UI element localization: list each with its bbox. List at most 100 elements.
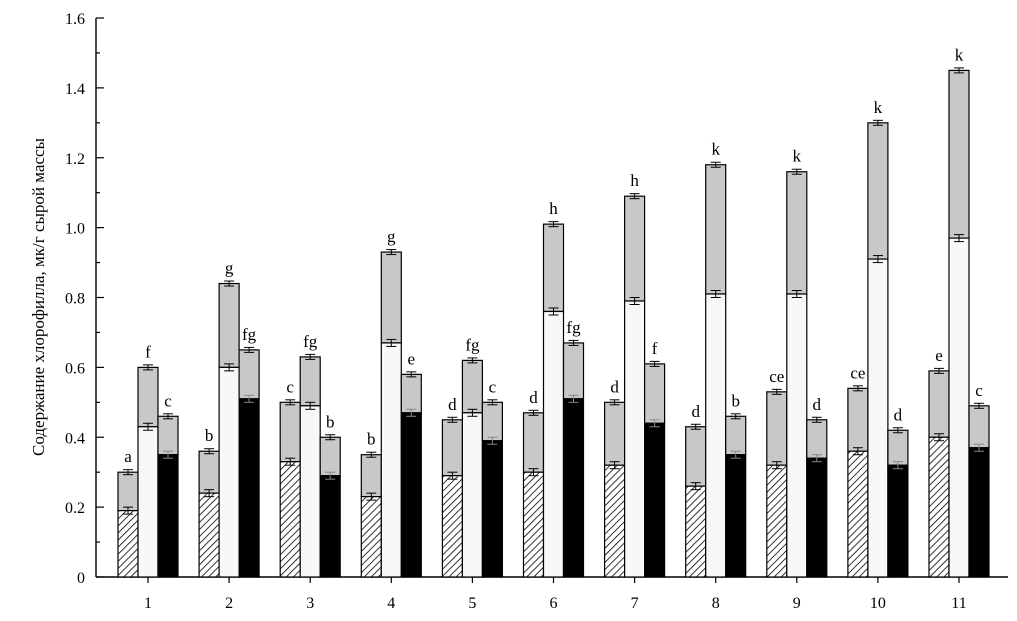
x-tick-label: 11 <box>951 595 966 612</box>
significance-label: d <box>529 388 538 407</box>
bar-lower-segment <box>441 475 463 578</box>
bar-upper-segment <box>786 171 808 295</box>
y-tick-label: 1.6 <box>65 11 85 28</box>
significance-label: c <box>164 391 172 410</box>
significance-label: d <box>813 395 822 414</box>
bar-upper-segment <box>279 401 301 463</box>
bar-upper-segment <box>360 454 382 498</box>
bar-lower-segment <box>299 405 321 578</box>
significance-label: c <box>286 377 294 396</box>
bar-group <box>928 67 990 578</box>
bar-group <box>117 364 179 578</box>
bar-group <box>685 161 747 578</box>
bar-lower-segment <box>968 447 990 578</box>
bar-upper-segment <box>441 419 463 477</box>
bar-upper-segment <box>643 363 666 424</box>
significance-label: d <box>894 405 903 424</box>
bar-group <box>360 249 422 578</box>
bar-lower-segment <box>806 457 828 578</box>
significance-label: e <box>935 346 943 365</box>
significance-label: k <box>711 140 720 159</box>
y-tick-label: 0.8 <box>65 291 85 308</box>
significance-label: f <box>652 339 658 358</box>
x-tick-label: 3 <box>306 595 314 612</box>
bar-lower-segment <box>137 426 159 578</box>
bar-lower-segment <box>562 398 585 578</box>
x-tick-label: 5 <box>468 595 476 612</box>
bar-lower-segment <box>887 464 909 578</box>
bar-upper-segment <box>968 405 990 449</box>
x-tick-label: 8 <box>712 595 720 612</box>
bar-lower-segment <box>705 293 727 578</box>
bar-lower-segment <box>481 440 503 578</box>
bar-lower-segment <box>319 475 341 578</box>
bar-upper-segment <box>948 69 970 239</box>
bar-upper-segment <box>766 391 788 466</box>
significance-label: fg <box>566 318 581 337</box>
significance-label: h <box>549 199 558 218</box>
bar-lower-segment <box>461 412 483 578</box>
bar-upper-segment <box>198 450 220 494</box>
bar-lower-segment <box>400 412 422 578</box>
x-tick-label: 2 <box>225 595 233 612</box>
bar-lower-segment <box>603 464 626 578</box>
bar-lower-segment <box>157 454 179 578</box>
bar-upper-segment <box>562 342 585 400</box>
bar-group <box>441 357 503 578</box>
significance-label: d <box>610 377 619 396</box>
bar-upper-segment <box>218 282 240 368</box>
bar-lower-segment <box>360 496 382 578</box>
significance-label: b <box>731 391 740 410</box>
x-tick-label: 9 <box>793 595 801 612</box>
significance-label: b <box>367 430 376 449</box>
significance-label: b <box>326 412 335 431</box>
bar-upper-segment <box>928 370 950 438</box>
bar-lower-segment <box>867 258 889 578</box>
bar-group <box>766 168 828 578</box>
bar-group <box>522 221 585 578</box>
bar-lower-segment <box>380 342 402 578</box>
x-tick-label: 10 <box>870 595 886 612</box>
y-axis-label: Содержание хлорофилла, мк/г сырой массы <box>29 137 48 455</box>
bar-upper-segment <box>603 401 626 466</box>
bar-lower-segment <box>786 293 808 578</box>
bar-lower-segment <box>685 485 707 578</box>
significance-label: a <box>124 447 132 466</box>
bar-group <box>603 193 666 578</box>
y-tick-label: 0.6 <box>65 360 85 377</box>
significance-label: ce <box>850 363 865 382</box>
significance-label: fg <box>242 325 257 344</box>
bar-upper-segment <box>238 349 260 400</box>
x-tick-label: 7 <box>631 595 639 612</box>
bar-upper-segment <box>400 373 422 414</box>
bar-upper-segment <box>522 412 545 473</box>
bar-upper-segment <box>299 356 321 407</box>
significance-label: k <box>793 147 802 166</box>
significance-label: g <box>225 259 234 278</box>
bar-lower-segment <box>766 464 788 578</box>
significance-label: e <box>408 349 416 368</box>
bar-lower-segment <box>948 237 970 578</box>
y-tick-label: 1.4 <box>65 81 85 98</box>
significance-labels: a f c b g fg c fg b b g e d fg c d h fg d h f d k b ce k d ce k d e k c <box>124 45 983 466</box>
y-tick-label: 0.4 <box>65 430 85 447</box>
bar-upper-segment <box>867 122 889 260</box>
significance-label: c <box>975 381 983 400</box>
bar-upper-segment <box>887 429 909 466</box>
bar-lower-segment <box>725 454 747 578</box>
significance-label: fg <box>465 335 480 354</box>
bar-lower-segment <box>542 310 565 578</box>
bar-upper-segment <box>157 415 179 456</box>
bar-lower-segment <box>928 436 950 578</box>
bar-lower-segment <box>522 471 545 578</box>
significance-label: d <box>691 402 700 421</box>
significance-label: k <box>874 98 883 117</box>
x-tick-label: 1 <box>144 595 152 612</box>
y-tick-label: 0.2 <box>65 500 85 517</box>
significance-label: f <box>145 342 151 361</box>
bar-lower-segment <box>623 300 646 578</box>
bar-upper-segment <box>117 471 139 512</box>
significance-label: ce <box>769 367 784 386</box>
bar-upper-segment <box>847 387 869 452</box>
bar-upper-segment <box>806 419 828 459</box>
